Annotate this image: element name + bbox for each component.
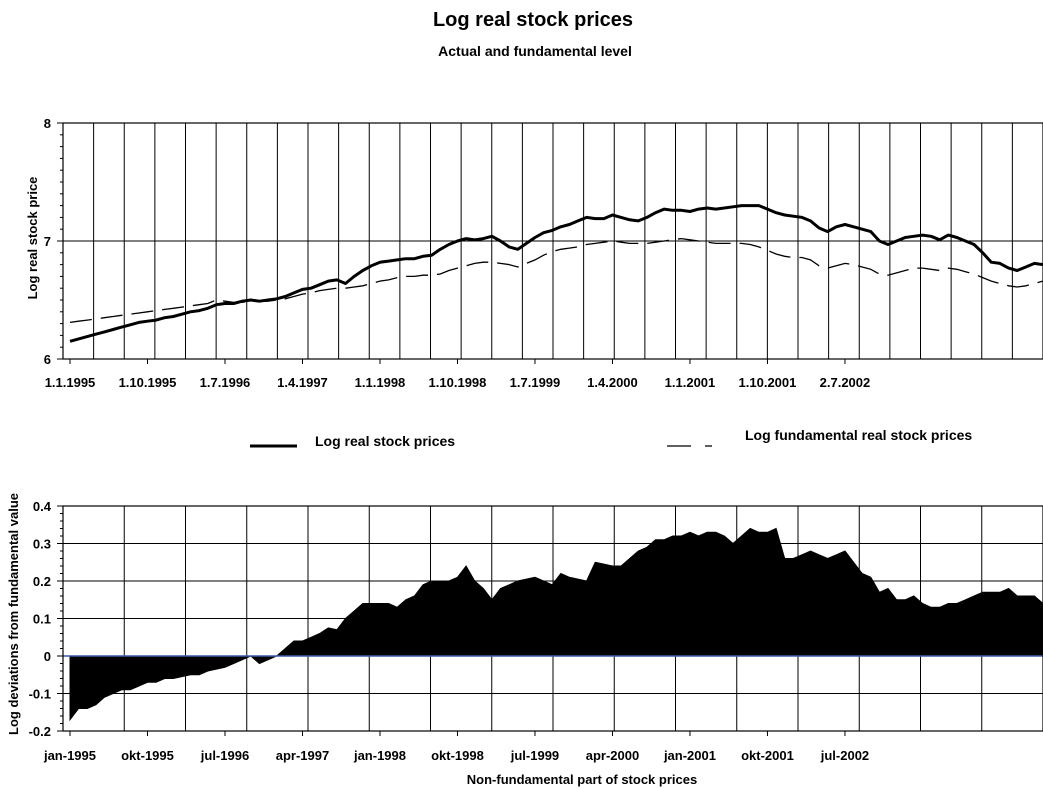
- top-x-tick-label: 1.10.2001: [739, 375, 797, 390]
- bottom-x-tick-label: jul-2002: [820, 748, 869, 763]
- top-y-tick-label: 8: [44, 116, 51, 131]
- bottom-x-tick-label: jul-1996: [200, 748, 249, 763]
- bottom-x-tick-label: apr-2000: [586, 748, 639, 763]
- top-x-tick-label: 1.1.1995: [45, 375, 96, 390]
- bottom-y-tick-label: 0.3: [33, 537, 51, 552]
- top-x-tick-label: 1.7.1996: [200, 375, 251, 390]
- bottom-y-tick-label: 0.2: [33, 574, 51, 589]
- legend-solid-label: Log real stock prices: [315, 433, 455, 449]
- top-x-ticks: 1.1.1995 1.10.1995 1.7.1996 1.4.1997 1.1.199…: [45, 359, 871, 390]
- bottom-x-tick-label: jan-1998: [353, 748, 406, 763]
- top-y-tick-label: 6: [44, 352, 51, 367]
- bottom-x-tick-label: jan-1995: [43, 748, 96, 763]
- top-x-tick-label: 1.10.1998: [429, 375, 487, 390]
- bottom-y-tick-label: -0.2: [29, 724, 51, 739]
- bottom-y-tick-label: 0.1: [33, 612, 51, 627]
- top-x-tick-label: 1.4.2000: [587, 375, 638, 390]
- bottom-x-tick-label: okt-2001: [741, 748, 794, 763]
- bottom-x-ticks: jan-1995 okt-1995 jul-1996 apr-1997 jan-1998…: [43, 731, 869, 763]
- top-x-tick-label: 1.10.1995: [119, 375, 177, 390]
- bottom-x-tick-label: apr-1997: [276, 748, 329, 763]
- series-log-real-stock-prices-line: [69, 204, 1043, 343]
- top-x-tick-label: 2.7.2002: [820, 375, 871, 390]
- top-y-axis-label: Log real stock price: [25, 177, 40, 300]
- chart-subtitle: Actual and fundamental level: [438, 43, 632, 59]
- chart-title: Log real stock prices: [433, 9, 633, 31]
- legend-dashed-label: Log fundamental real stock prices: [745, 427, 972, 443]
- top-x-tick-label: 1.4.1997: [277, 375, 328, 390]
- deviation-area: [69, 527, 1043, 722]
- bottom-y-axis-label: Log deviations from fundamental value: [6, 493, 21, 735]
- bottom-x-tick-label: okt-1998: [431, 748, 484, 763]
- top-y-ticks: 6 7 8: [44, 116, 63, 367]
- top-x-tick-label: 1.1.1998: [355, 375, 406, 390]
- bottom-y-tick-label: 0: [44, 649, 51, 664]
- series-log-fundamental-line: [69, 237, 1043, 324]
- top-chart-series: [69, 204, 1043, 343]
- bottom-y-ticks: -0.2 -0.1 0 0.1 0.2 0.3 0.4: [29, 499, 63, 739]
- top-x-tick-label: 1.1.2001: [665, 375, 716, 390]
- top-y-tick-label: 7: [44, 234, 51, 249]
- bottom-y-tick-label: -0.1: [29, 687, 51, 702]
- top-x-tick-label: 1.7.1999: [510, 375, 561, 390]
- bottom-x-tick-label: jul-1999: [510, 748, 559, 763]
- bottom-x-tick-label: jan-2001: [663, 748, 716, 763]
- bottom-x-tick-label: okt-1995: [121, 748, 174, 763]
- bottom-chart-area: [63, 527, 1043, 722]
- bottom-x-axis-label: Non-fundamental part of stock prices: [467, 772, 697, 787]
- bottom-y-tick-label: 0.4: [33, 499, 52, 514]
